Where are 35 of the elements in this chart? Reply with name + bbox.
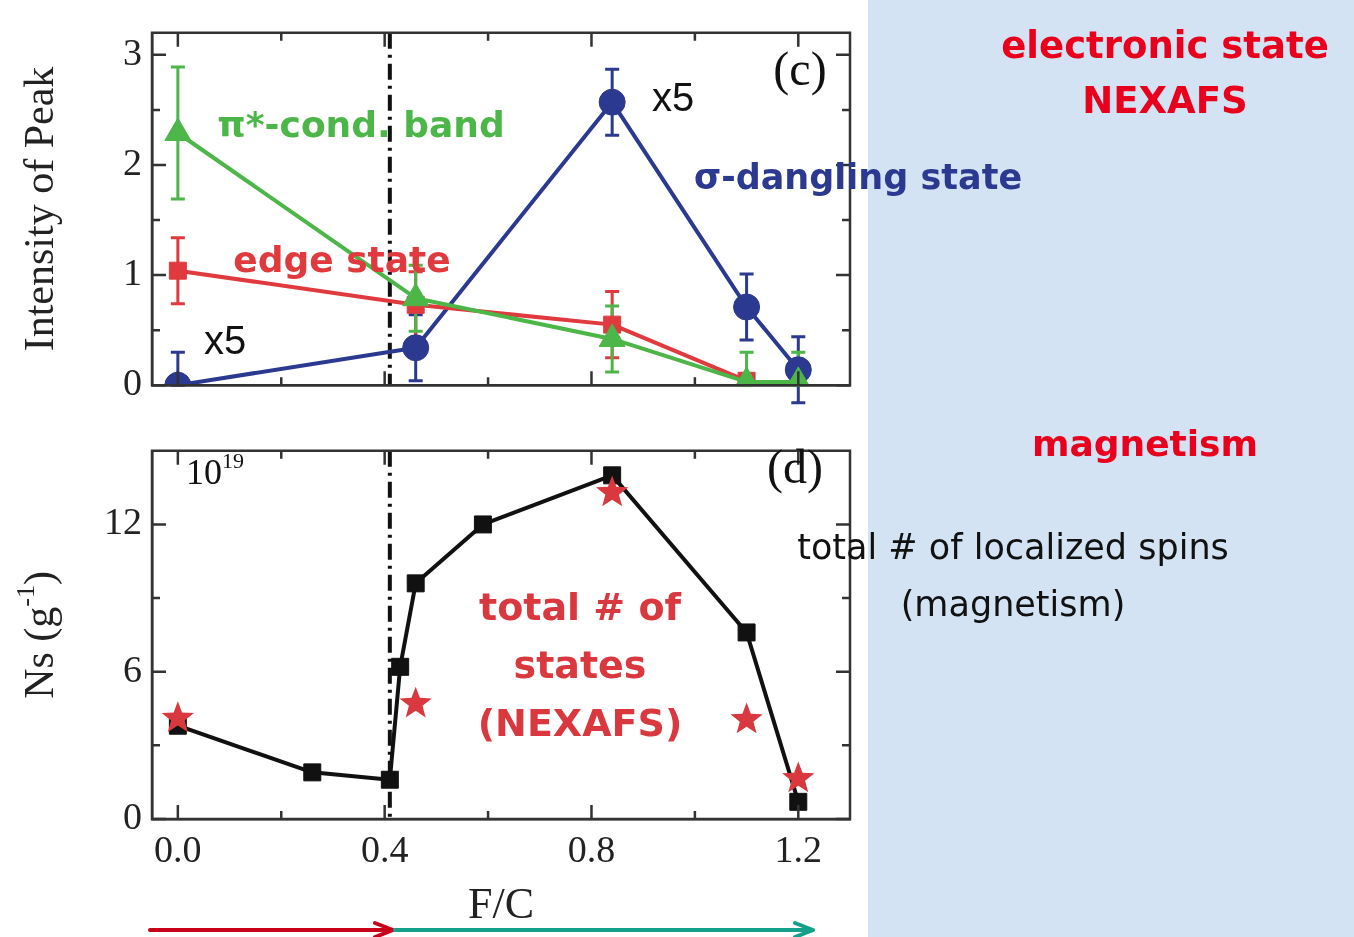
point xyxy=(161,701,195,733)
annotation: x5 xyxy=(203,318,247,363)
y-axis-title: Ns (g-1) xyxy=(11,570,64,699)
point xyxy=(391,657,410,676)
point xyxy=(406,574,425,593)
text: electronic state NEXAFS xyxy=(1001,23,1329,122)
annotation: (d) xyxy=(767,439,823,494)
annotation: x5 xyxy=(651,75,695,120)
y-tick-label: 2 xyxy=(123,140,142,183)
x-tick-label: 0.8 xyxy=(567,827,616,870)
point xyxy=(789,792,808,811)
point xyxy=(399,686,432,718)
y-tick-label: 12 xyxy=(104,500,142,543)
y-tick-label: 0 xyxy=(123,794,142,837)
text: magnetism xyxy=(1031,423,1259,465)
point xyxy=(596,475,629,507)
y-tick-label: 1 xyxy=(123,251,142,294)
annotation: (c) xyxy=(773,41,827,96)
point xyxy=(303,763,322,782)
x-axis-title: F/C xyxy=(467,879,535,929)
y-axis-title: Intensity of Peak xyxy=(16,66,63,352)
x-tick-label: 0.0 xyxy=(154,827,202,870)
series-label: π*-cond. band xyxy=(217,104,505,146)
point xyxy=(603,466,622,485)
x-tick-label: 1.2 xyxy=(774,827,823,870)
point xyxy=(782,761,815,793)
y-tick-label: 3 xyxy=(123,30,142,73)
y-tick-label: 0 xyxy=(123,361,142,404)
point xyxy=(730,702,763,734)
point xyxy=(473,515,492,534)
point xyxy=(737,623,756,642)
point xyxy=(380,770,399,789)
series-label: total # of states (NEXAFS) xyxy=(477,584,683,745)
y-tick-label: 6 xyxy=(123,647,142,690)
x-tick-label: 0.4 xyxy=(360,827,409,870)
